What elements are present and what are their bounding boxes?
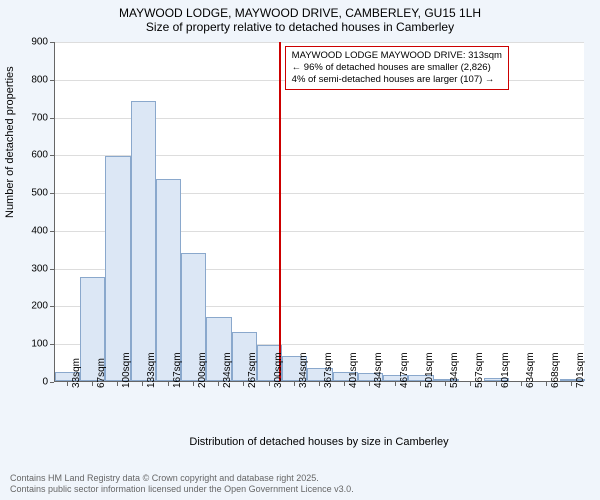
x-tick-mark [243,382,244,386]
footer-line-1: Contains HM Land Registry data © Crown c… [10,473,354,485]
x-tick-mark [193,382,194,386]
annotation-line-2: ← 96% of detached houses are smaller (2,… [292,62,502,74]
x-tick-label: 300sqm [273,352,284,388]
annotation-line-3: 4% of semi-detached houses are larger (1… [292,74,502,86]
y-tick-label: 100 [31,339,48,350]
x-tick-mark [571,382,572,386]
x-axis: 33sqm67sqm100sqm133sqm167sqm200sqm234sqm… [54,382,584,442]
x-tick-label: 167sqm [172,352,183,388]
x-tick-mark [92,382,93,386]
histogram-bar [131,101,156,381]
x-tick-label: 33sqm [71,358,82,388]
x-tick-label: 234sqm [222,352,233,388]
x-tick-mark [294,382,295,386]
histogram-bar [156,179,181,381]
x-tick-mark [546,382,547,386]
x-tick-label: 200sqm [197,352,208,388]
x-tick-mark [117,382,118,386]
x-tick-label: 100sqm [121,352,132,388]
x-tick-mark [470,382,471,386]
y-tick-label: 800 [31,74,48,85]
x-tick-mark [142,382,143,386]
x-tick-mark [168,382,169,386]
title-area: MAYWOOD LODGE, MAYWOOD DRIVE, CAMBERLEY,… [0,0,600,38]
histogram-bar [105,156,130,381]
footer-line-2: Contains public sector information licen… [10,484,354,496]
x-tick-label: 267sqm [247,352,258,388]
x-tick-mark [218,382,219,386]
y-tick-label: 500 [31,188,48,199]
x-tick-mark [269,382,270,386]
x-tick-label: 668sqm [550,352,561,388]
plot-area: MAYWOOD LODGE MAYWOOD DRIVE: 313sqm ← 96… [54,42,584,382]
chart-container: MAYWOOD LODGE, MAYWOOD DRIVE, CAMBERLEY,… [0,0,600,500]
reference-line [279,42,281,381]
x-axis-label: Distribution of detached houses by size … [54,436,584,448]
annotation-box: MAYWOOD LODGE MAYWOOD DRIVE: 313sqm ← 96… [285,46,509,90]
y-tick-label: 400 [31,225,48,236]
histogram-bars [55,42,584,381]
x-tick-mark [445,382,446,386]
x-tick-label: 401sqm [348,352,359,388]
x-tick-label: 367sqm [323,352,334,388]
x-tick-mark [369,382,370,386]
x-tick-mark [319,382,320,386]
x-tick-label: 701sqm [575,352,586,388]
x-tick-label: 501sqm [424,352,435,388]
x-tick-mark [344,382,345,386]
x-tick-mark [496,382,497,386]
x-tick-label: 534sqm [449,352,460,388]
x-tick-label: 434sqm [373,352,384,388]
y-tick-label: 700 [31,112,48,123]
x-tick-label: 133sqm [146,352,157,388]
x-tick-mark [521,382,522,386]
y-tick-label: 600 [31,150,48,161]
x-tick-label: 601sqm [500,352,511,388]
title-line-2: Size of property relative to detached ho… [10,20,590,34]
y-tick-label: 200 [31,301,48,312]
x-tick-mark [67,382,68,386]
title-line-1: MAYWOOD LODGE, MAYWOOD DRIVE, CAMBERLEY,… [10,6,590,20]
y-tick-label: 300 [31,263,48,274]
y-tick-label: 0 [42,377,48,388]
annotation-line-1: MAYWOOD LODGE MAYWOOD DRIVE: 313sqm [292,50,502,62]
x-tick-mark [420,382,421,386]
x-tick-label: 334sqm [298,352,309,388]
y-tick-label: 900 [31,37,48,48]
y-axis: 0100200300400500600700800900 [0,42,54,382]
footer-attribution: Contains HM Land Registry data © Crown c… [10,473,354,496]
x-tick-label: 634sqm [525,352,536,388]
x-tick-mark [395,382,396,386]
x-tick-label: 567sqm [474,352,485,388]
x-tick-label: 67sqm [96,358,107,388]
x-tick-label: 467sqm [399,352,410,388]
